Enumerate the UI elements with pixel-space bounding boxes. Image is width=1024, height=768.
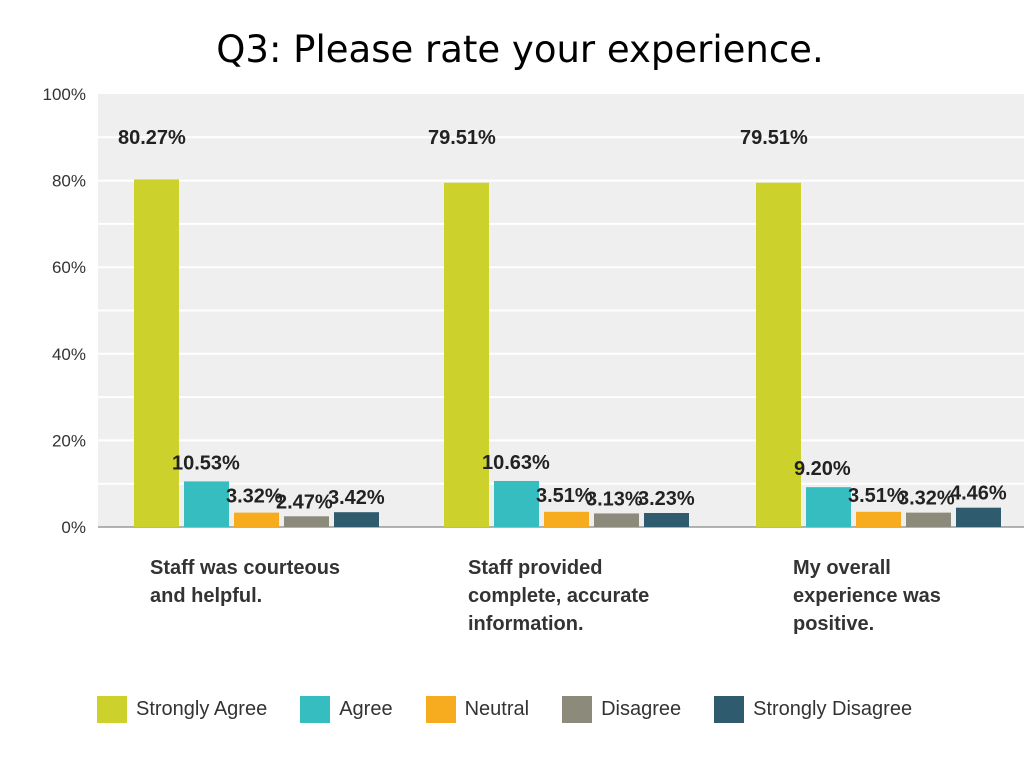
data-label: 10.53% [172, 452, 240, 474]
legend-label: Strongly Disagree [753, 697, 913, 720]
bar-agree [494, 480, 539, 527]
data-label: 3.32% [226, 486, 283, 508]
data-label: 79.51% [740, 127, 808, 149]
data-label: 3.42% [328, 487, 385, 509]
data-label: 80.27% [118, 127, 186, 149]
y-tick-label: 60% [52, 258, 86, 277]
legend-item: Neutral [425, 695, 530, 723]
data-label: 9.20% [794, 458, 851, 480]
chart-title: Q3: Please rate your experience. [216, 28, 824, 71]
bar-disagree [594, 513, 639, 527]
bar-disagree [284, 516, 329, 527]
legend-item: Disagree [562, 695, 682, 723]
bar-strongly-agree [756, 182, 801, 528]
bar-strongly-agree [444, 182, 489, 528]
legend-swatch [562, 695, 593, 723]
bar-neutral [856, 511, 901, 527]
data-label: 3.23% [638, 488, 695, 510]
bar-strongly-disagree [956, 507, 1001, 527]
y-tick-label: 0% [61, 518, 86, 537]
y-axis: 0% 20% 40% 60% 80% 100% [43, 85, 86, 537]
data-label: 10.63% [482, 452, 550, 474]
bars [134, 179, 1001, 528]
legend-swatch [97, 695, 127, 723]
bar-strongly-agree [134, 179, 179, 527]
legend: Strongly Agree Agree Neutral Disagree Strong… [97, 694, 945, 724]
legend-swatch [714, 695, 745, 723]
bar-neutral [234, 512, 279, 527]
y-tick-label: 20% [52, 431, 86, 450]
data-label: 3.51% [536, 485, 593, 507]
bar-agree [806, 487, 851, 527]
category-label-line: complete, accurate [468, 585, 650, 607]
y-tick-label: 40% [52, 345, 86, 364]
bar-strongly-disagree [334, 512, 379, 527]
gridlines [98, 136, 1024, 528]
bar-chart: 0%20%40%60%80%100% 80.27%10.53%3.32%2.47… [43, 85, 1024, 537]
bar-disagree [906, 512, 951, 527]
category-label-line: Staff was courteous [150, 557, 341, 579]
legend-swatch [425, 695, 456, 723]
data-label: 3.32% [898, 488, 955, 510]
data-label: 3.51% [848, 485, 905, 507]
data-label: 4.46% [950, 483, 1007, 505]
legend-item: Agree [300, 695, 393, 723]
category-label-line: experience was [793, 585, 941, 607]
category-label: Staff provided complete, accurate informat… [468, 554, 708, 638]
category-label: My overall experience was positive. [793, 554, 1024, 638]
legend-label: Agree [339, 697, 393, 720]
category-label-line: information. [468, 613, 584, 635]
category-label-line: positive. [793, 613, 875, 635]
bar-agree [184, 481, 229, 527]
y-tick-label: 80% [52, 172, 86, 191]
legend-item: Strongly Disagree [714, 695, 913, 723]
bar-neutral [544, 511, 589, 527]
category-label: Staff was courteous and helpful. [150, 554, 390, 610]
y-tick-label: 100% [43, 85, 86, 104]
data-label: 2.47% [276, 491, 333, 513]
legend-swatch [300, 695, 331, 723]
category-label-line: My overall [793, 557, 891, 579]
data-label: 3.13% [586, 488, 643, 510]
legend-label: Disagree [601, 697, 682, 720]
legend-label: Neutral [464, 697, 530, 720]
legend-label: Strongly Agree [136, 697, 268, 720]
category-label-line: and helpful. [150, 585, 263, 607]
data-label: 79.51% [428, 127, 496, 149]
bar-strongly-disagree [644, 513, 689, 527]
category-label-line: Staff provided [468, 557, 603, 579]
data-labels: 80.27%10.53%3.32%2.47%3.42%79.51%10.63%3… [118, 127, 1007, 513]
legend-item: Strongly Agree [97, 695, 268, 723]
